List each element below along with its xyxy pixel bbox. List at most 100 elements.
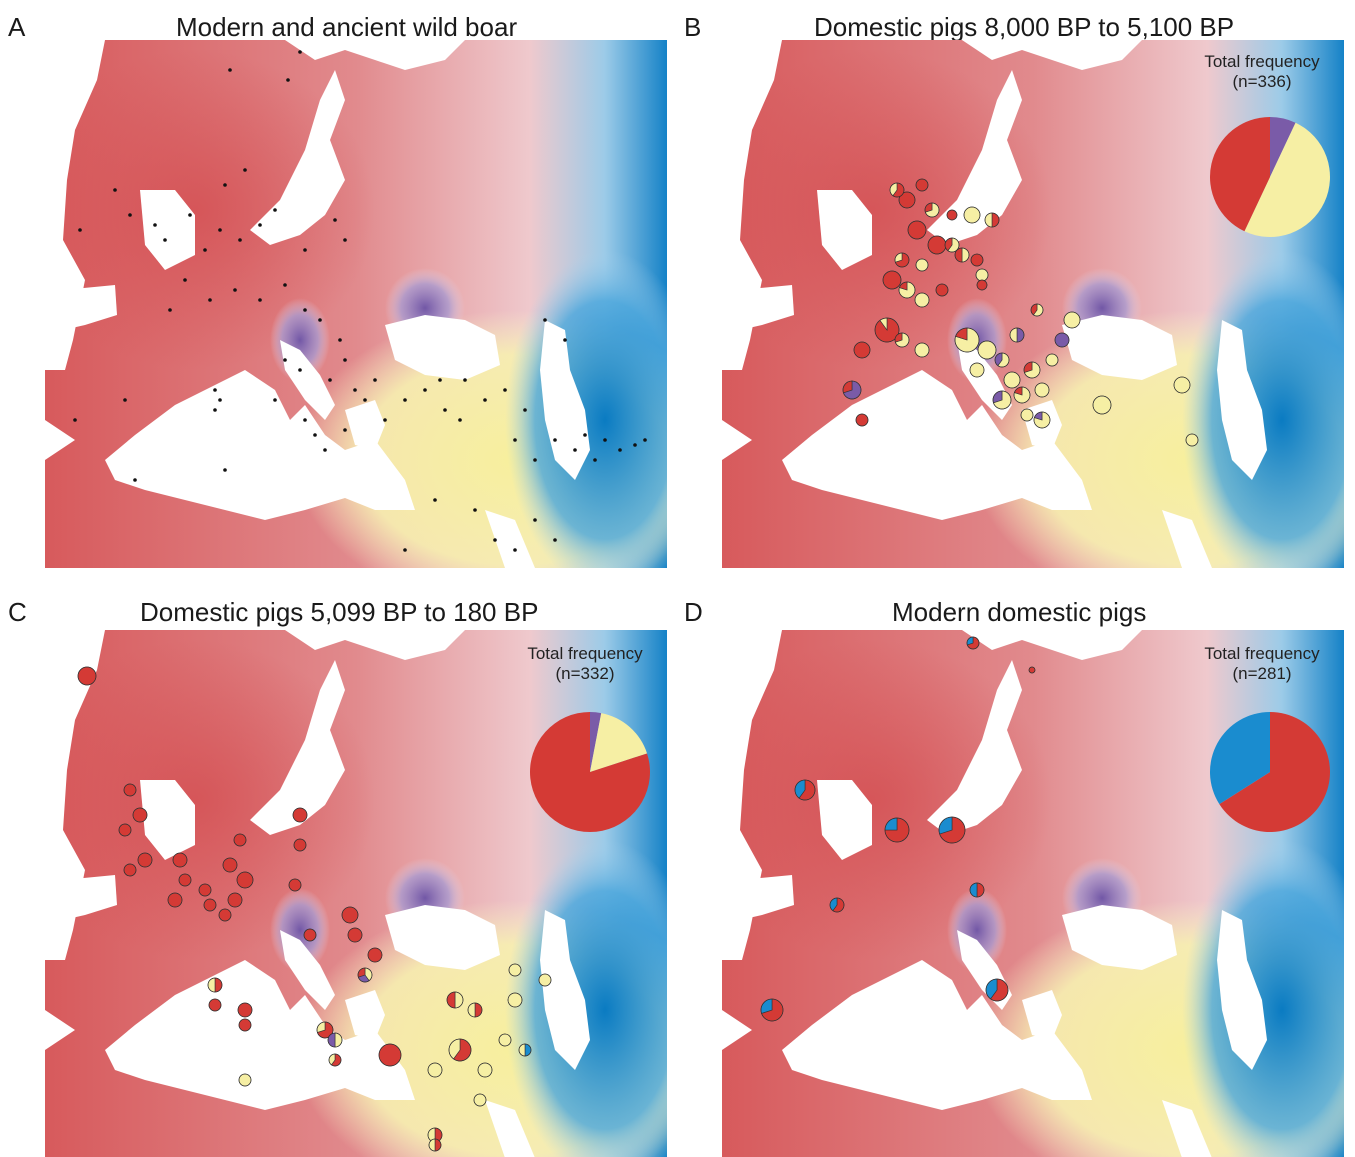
map-d: Total frequency (n=281) <box>722 630 1344 1157</box>
pie-outline <box>347 927 363 943</box>
sample-pie <box>1054 332 1070 348</box>
sample-pie <box>316 1021 334 1039</box>
sample-dot <box>298 50 302 54</box>
sample-pie <box>898 281 916 299</box>
sample-pie <box>874 317 900 343</box>
pie-outline <box>1092 395 1112 415</box>
pie-outline <box>1003 371 1021 389</box>
sample-pie <box>427 1127 443 1143</box>
sample-pie <box>208 998 222 1012</box>
red-sea-gulf <box>1162 510 1212 568</box>
sample-dot <box>458 418 462 422</box>
sample-pie <box>889 182 905 198</box>
pie-outline <box>1028 666 1036 674</box>
sample-count-label: (n=281) <box>1232 664 1292 683</box>
pie-outline <box>167 892 183 908</box>
sample-dot <box>403 548 407 552</box>
sample-pie <box>292 807 308 823</box>
red-haplotype-zone <box>45 50 375 370</box>
pie-outline <box>477 1062 493 1078</box>
atlantic-sea <box>722 40 782 370</box>
pie-outline <box>467 1002 483 1018</box>
sample-dot <box>313 433 317 437</box>
pie-outline <box>970 253 984 267</box>
sample-dot <box>343 358 347 362</box>
pie-outline <box>898 281 916 299</box>
sample-dot <box>353 388 357 392</box>
sample-dot <box>283 283 287 287</box>
sample-dot <box>343 238 347 242</box>
panel-letter: B <box>684 12 702 42</box>
baltic-sea <box>927 70 1022 245</box>
sample-dot <box>153 223 157 227</box>
sample-pie <box>327 1032 343 1048</box>
sample-count-label: (n=332) <box>555 664 615 683</box>
sample-pie <box>1028 666 1036 674</box>
pie-outline <box>794 779 816 801</box>
sample-dot <box>113 188 117 192</box>
panel-title: Domestic pigs 5,099 BP to 180 BP <box>140 597 539 627</box>
sample-pie <box>467 1002 483 1018</box>
sample-pie <box>1045 353 1059 367</box>
pie-outline <box>915 178 929 192</box>
pie-outline <box>884 817 910 843</box>
sample-pie <box>1185 433 1199 447</box>
sample-pie <box>977 340 997 360</box>
caspian-sea <box>1217 910 1267 1070</box>
red-sea-gulf <box>485 1100 535 1157</box>
pie-outline <box>238 1073 252 1087</box>
sample-pie <box>477 1062 493 1078</box>
sample-pie <box>994 352 1010 368</box>
sample-dot <box>383 418 387 422</box>
pie-outline <box>198 883 212 897</box>
sample-dot <box>258 223 262 227</box>
sample-pie <box>1034 382 1050 398</box>
total-frequency-pie <box>1210 712 1330 832</box>
map-b: Total frequency (n=336) <box>722 40 1344 568</box>
sample-pie <box>938 816 966 844</box>
sample-pie <box>963 206 981 224</box>
sample-dot <box>438 378 442 382</box>
sample-pie <box>288 878 302 892</box>
pie-outline <box>898 191 916 209</box>
sample-pie <box>172 852 188 868</box>
sample-dot <box>443 408 447 412</box>
pie-outline <box>227 892 243 908</box>
sample-dot <box>303 248 307 252</box>
sample-pie <box>855 413 869 427</box>
sample-pie <box>794 779 816 801</box>
total-frequency-pie <box>1210 117 1330 237</box>
sample-dot <box>543 318 547 322</box>
pie-outline <box>218 908 232 922</box>
pie-outline <box>341 906 359 924</box>
sample-dot <box>283 358 287 362</box>
sample-pie <box>448 1038 472 1062</box>
caspian-sea <box>1217 320 1267 480</box>
pie-outline <box>236 871 254 889</box>
sample-dot <box>593 458 597 462</box>
sample-dot <box>78 228 82 232</box>
pie-outline <box>1185 433 1199 447</box>
sample-dot <box>403 398 407 402</box>
pie-outline <box>907 220 927 240</box>
sample-pie <box>341 906 359 924</box>
pie-outline <box>207 977 223 993</box>
pie-outline <box>882 270 902 290</box>
total-frequency-pie <box>530 712 651 832</box>
pie-outline <box>969 362 985 378</box>
sample-pie <box>976 279 988 291</box>
arctic-sea <box>962 630 1142 660</box>
pie-outline <box>303 928 317 942</box>
sample-pie <box>218 908 232 922</box>
red-sea-gulf <box>1162 1100 1212 1157</box>
pie-outline <box>123 783 137 797</box>
sample-pie <box>446 991 464 1009</box>
sample-dot <box>583 433 587 437</box>
red-haplotype-zone <box>722 50 1052 370</box>
pie-outline <box>985 978 1009 1002</box>
total-frequency-legend: Total frequency (n=281) <box>1192 644 1332 684</box>
sample-pie <box>1173 376 1191 394</box>
panel-title: Modern and ancient wild boar <box>176 12 518 42</box>
sample-pie <box>954 247 970 263</box>
north-sea <box>140 190 195 270</box>
